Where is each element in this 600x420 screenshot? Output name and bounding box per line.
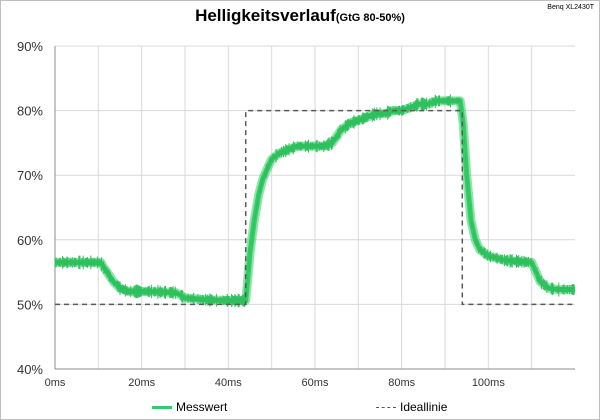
x-tick-label: 80ms (388, 377, 415, 389)
legend-label-ideal: Ideallinie (400, 400, 448, 414)
legend-item-ideal: Ideallinie (376, 400, 447, 414)
monitor-model-label: Benq XL2430T (547, 4, 594, 11)
x-tick-label: 20ms (128, 377, 155, 389)
series-line-ideal (55, 109, 575, 306)
y-tick-label: 60% (17, 233, 43, 248)
x-tick-label: 40ms (215, 377, 242, 389)
chart-title-main: Helligkeitsverlauf (195, 6, 336, 25)
y-tick-label: 80% (17, 104, 43, 119)
x-tick-label: 0ms (45, 377, 66, 389)
y-tick-label: 40% (17, 362, 43, 377)
y-tick-label: 90% (17, 39, 43, 54)
legend-swatch-ideal (376, 406, 396, 408)
x-tick-label: 100ms (472, 377, 506, 389)
x-tick-label: 60ms (302, 377, 329, 389)
y-tick-label: 70% (17, 168, 43, 183)
chart-title: Helligkeitsverlauf(GtG 80-50%) (0, 6, 600, 26)
legend-label-measured: Messwert (176, 400, 228, 414)
series-noise-measured (54, 94, 575, 308)
line-chart: 40% 50% 60% 70% 80% 90% 0ms 20ms 40ms 60ms 80ms 100… (17, 39, 575, 389)
legend-item-measured: Messwert (152, 400, 227, 414)
chart-title-subtitle: (GtG 80-50%) (335, 12, 405, 24)
y-tick-label: 50% (17, 297, 43, 312)
chart-legend: Messwert Ideallinie (0, 400, 600, 418)
legend-swatch-measured (152, 405, 172, 409)
